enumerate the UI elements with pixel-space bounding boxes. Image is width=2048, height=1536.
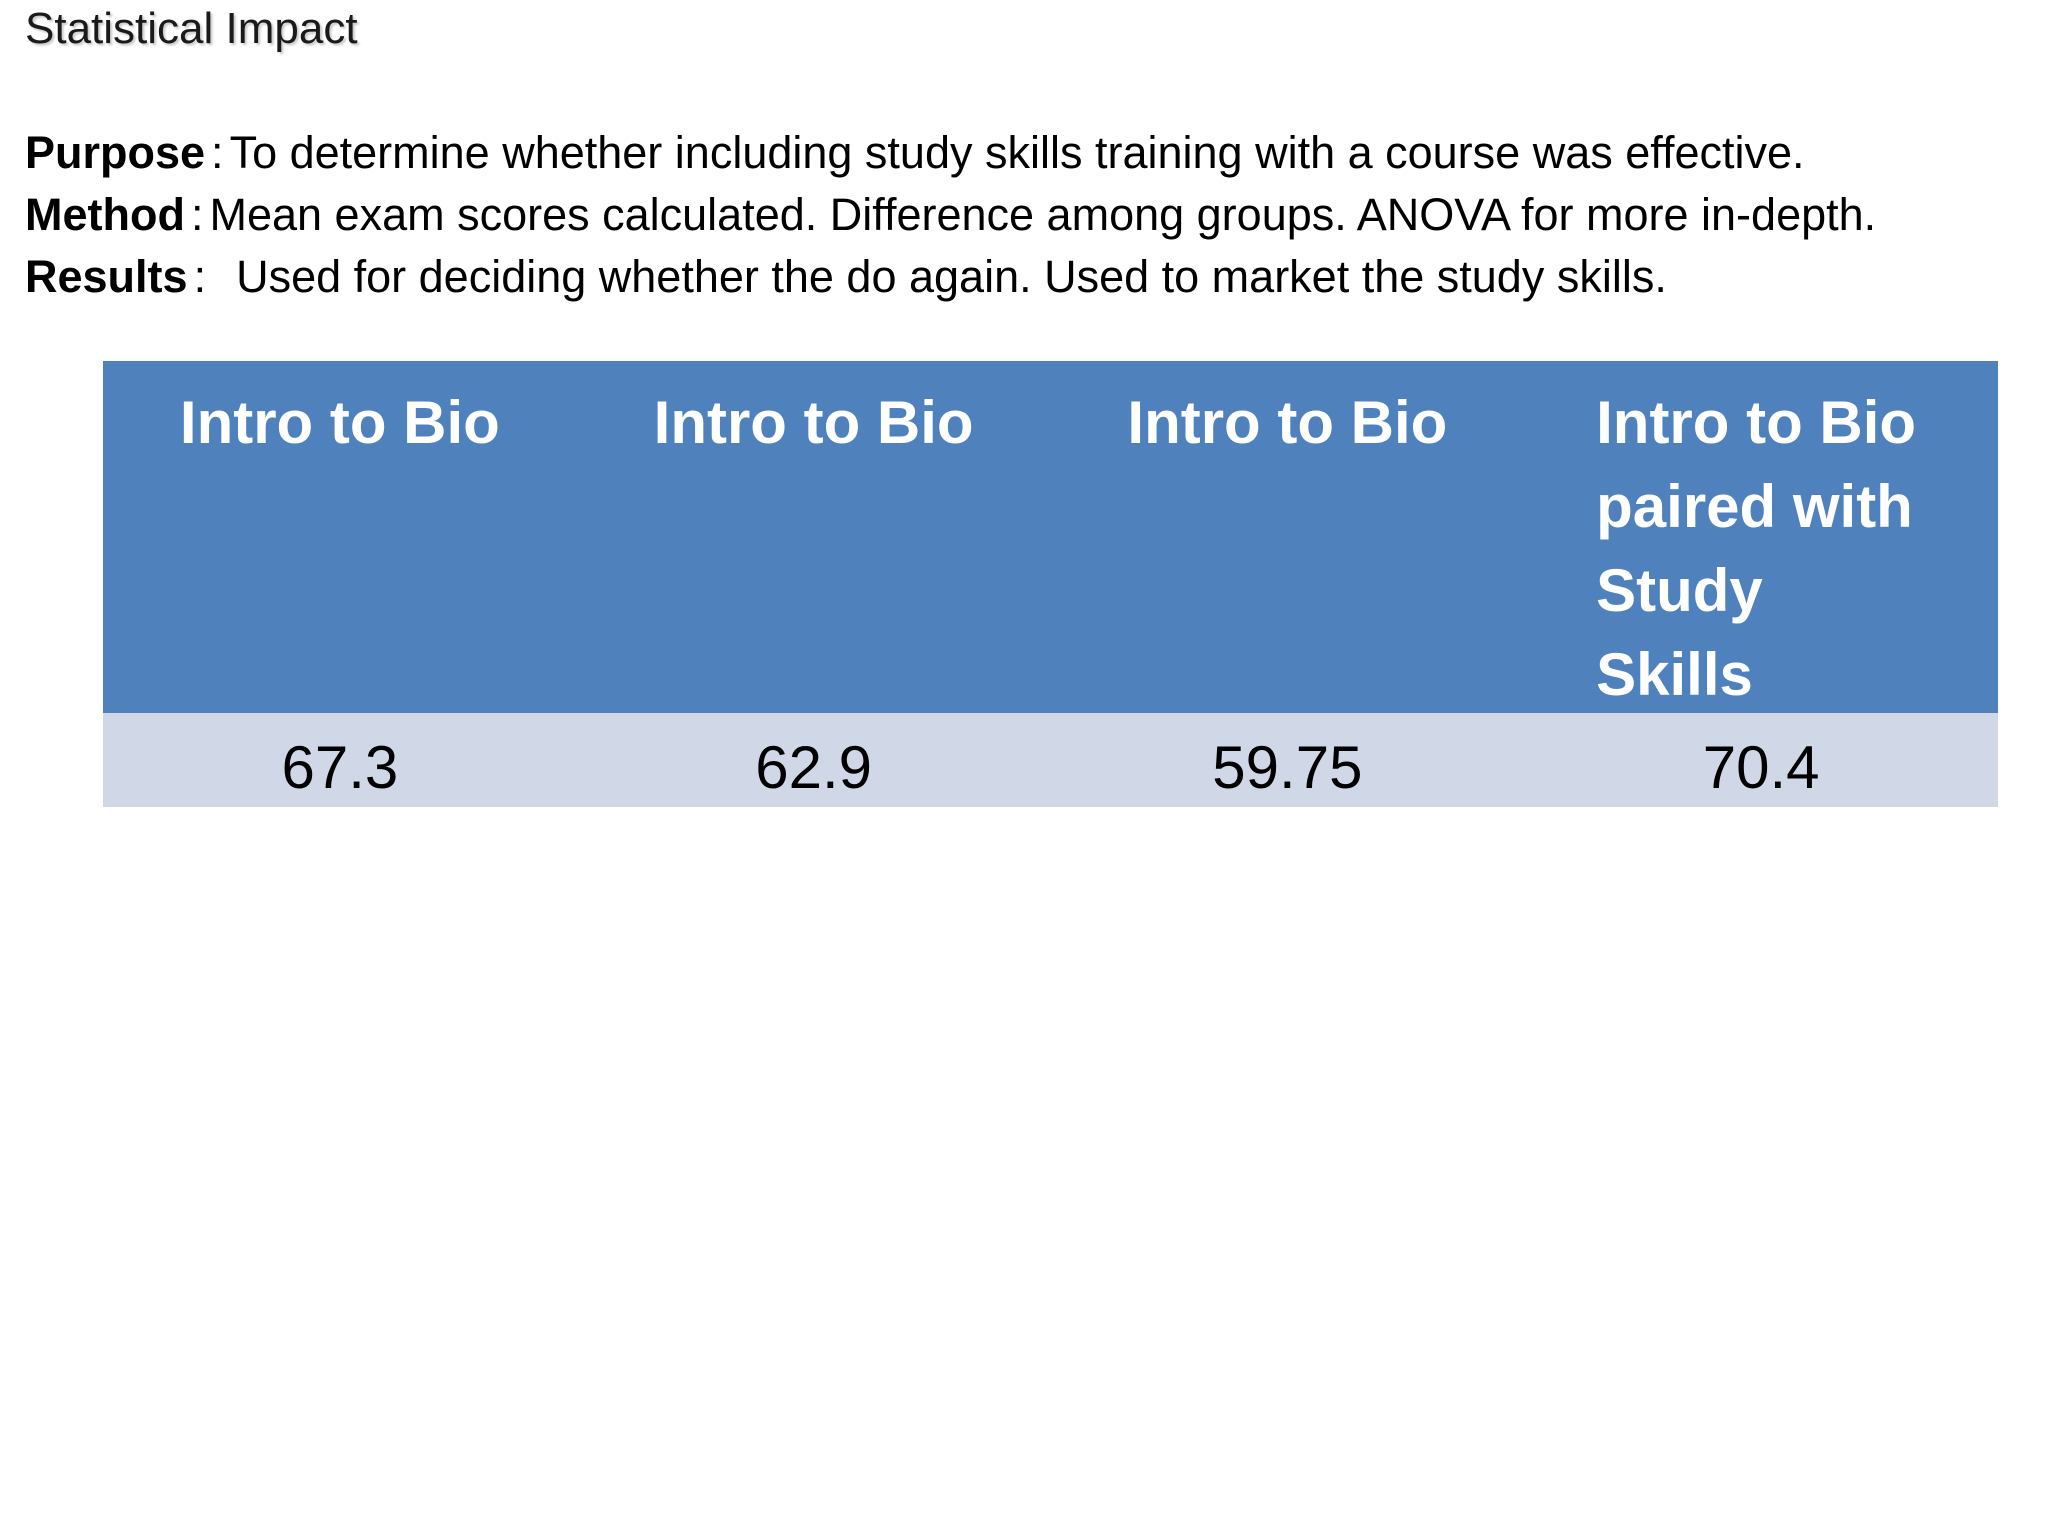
purpose-line: Purpose: To determine whether including s… — [25, 122, 2035, 184]
value-col-3: 59.75 — [1212, 734, 1363, 801]
method-label: Method — [25, 189, 185, 240]
scores-table: Intro to Bio Intro to Bio Intro to Bio I… — [103, 361, 1998, 807]
description-block: Purpose: To determine whether including s… — [25, 122, 2035, 308]
results-text: Used for deciding whether the do again. … — [236, 251, 1667, 302]
header-col-1: Intro to Bio — [179, 389, 500, 456]
header-col-3: Intro to Bio — [1127, 389, 1448, 456]
table-header-cell: Intro to Bio — [103, 361, 577, 713]
results-separator: : — [193, 251, 207, 302]
header-col-2: Intro to Bio — [653, 389, 974, 456]
purpose-label: Purpose — [25, 127, 206, 178]
method-separator: : — [190, 189, 204, 240]
method-line: Method: Mean exam scores calculated. Diff… — [25, 184, 2035, 246]
header-col-4: Intro to Bio paired with Study Skills — [1596, 389, 1917, 708]
results-line: Results: Used for deciding whether the do… — [25, 246, 2035, 308]
purpose-separator: : — [211, 127, 224, 178]
results-label: Results — [25, 251, 188, 302]
table-header-cell: Intro to Bio paired with Study Skills — [1524, 361, 1998, 713]
table-row: 67.3 62.9 59.75 70.4 — [103, 713, 1998, 807]
table-header-row: Intro to Bio Intro to Bio Intro to Bio I… — [103, 361, 1998, 713]
value-col-4: 70.4 — [1702, 734, 1820, 801]
table-header-cell: Intro to Bio — [577, 361, 1051, 713]
value-col-2: 62.9 — [755, 734, 873, 801]
table-header-cell: Intro to Bio — [1051, 361, 1525, 713]
purpose-text: To determine whether including study ski… — [229, 127, 1805, 178]
value-col-1: 67.3 — [281, 734, 399, 801]
method-text: Mean exam scores calculated. Difference … — [209, 189, 1877, 240]
slide-title: Statistical Impact — [25, 4, 358, 53]
